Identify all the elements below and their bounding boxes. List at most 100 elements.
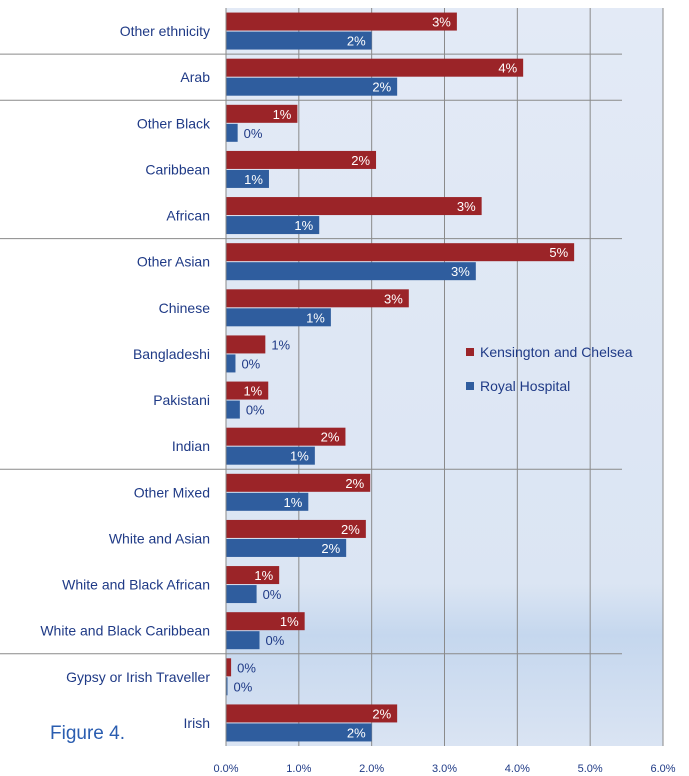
legend: Kensington and Chelsea Royal Hospital [466,344,633,394]
bar-royal [226,585,257,604]
data-label-royal: 2% [372,80,391,95]
data-label-royal: 1% [290,449,309,464]
data-label-kensington: 2% [321,430,340,445]
bar-kensington [226,704,398,723]
category-label: White and Black Caribbean [40,623,210,639]
category-label: Other Mixed [134,484,210,500]
category-label: Caribbean [145,161,210,177]
bar-kensington [226,519,366,538]
data-label-royal: 1% [244,172,263,187]
data-label-kensington: 3% [384,291,403,306]
category-label: African [166,208,210,224]
bar-kensington [226,289,409,308]
data-label-kensington: 3% [432,15,451,30]
data-label-royal: 2% [347,34,366,49]
bar-kensington [226,612,305,631]
bar-royal [226,262,476,281]
data-label-royal: 0% [246,403,265,418]
data-label-royal: 0% [241,356,260,371]
category-labels: Other ethnicity Arab Other Black Caribbean A… [40,23,211,731]
bar-royal [226,216,320,235]
data-label-kensington: 1% [271,337,290,352]
bar-kensington [226,335,266,354]
bar-kensington [226,427,346,446]
legend-swatch-royal [466,382,474,390]
legend-swatch-kensington [466,348,474,356]
data-label-kensington: 2% [341,522,360,537]
bar-kensington [226,381,269,400]
data-label-royal: 1% [284,495,303,510]
data-label-royal: 1% [306,310,325,325]
data-label-kensington: 1% [280,614,299,629]
data-label-kensington: 2% [345,476,364,491]
bar-royal [226,492,309,511]
x-tick-label: 4.0% [505,763,530,775]
data-label-royal: 2% [347,725,366,740]
category-label: Gypsy or Irish Traveller [66,669,210,685]
bar-royal [226,538,347,557]
category-label: Chinese [159,300,211,316]
group-separators [0,53,622,655]
bar-kensington [226,566,280,585]
category-label: Irish [184,715,210,731]
data-label-royal: 1% [294,218,313,233]
data-label-kensington: 5% [549,245,568,260]
bar-royal [226,31,372,50]
data-label-kensington: 2% [372,706,391,721]
data-label-kensington: 0% [237,660,256,675]
bar-royal [226,446,315,465]
bar-royal [226,400,240,419]
x-tick-label: 1.0% [286,763,311,775]
x-tick-label: 3.0% [432,763,457,775]
x-tick-label: 6.0% [650,763,675,775]
data-label-royal: 0% [266,633,285,648]
data-label-kensington: 1% [254,568,273,583]
category-label: Bangladeshi [133,346,210,362]
bar-royal [226,354,236,373]
data-label-royal: 0% [263,587,282,602]
x-axis-ticks: 0.0% 1.0% 2.0% 3.0% 4.0% 5.0% 6.0% [213,763,675,775]
category-label: Other Asian [137,254,210,270]
data-label-kensington: 1% [243,384,262,399]
data-label-royal: 3% [451,264,470,279]
figure-caption: Figure 4. [50,723,125,744]
category-label: White and Asian [109,530,210,546]
category-label: Other Black [137,115,211,131]
x-tick-label: 2.0% [359,763,384,775]
data-label-kensington: 2% [351,153,370,168]
bars [226,12,575,742]
category-label: White and Black African [62,577,210,593]
category-label: Other ethnicity [120,23,210,39]
bar-royal [226,723,372,742]
bar-kensington [226,473,371,492]
data-label-kensington: 4% [498,61,517,76]
data-label-royal: 0% [244,126,263,141]
bar-kensington [226,104,298,123]
bar-royal [226,677,228,696]
bar-kensington [226,243,575,262]
bar-royal [226,631,260,650]
data-label-kensington: 1% [273,107,292,122]
legend-label-kensington: Kensington and Chelsea [480,344,633,360]
category-label: Indian [172,438,210,454]
x-tick-label: 5.0% [578,763,603,775]
legend-label-royal: Royal Hospital [480,378,570,394]
bar-kensington [226,197,482,216]
gridlines [298,8,664,746]
data-labels: 3% 2% 4% 2% 1% 0% 2% 1% 3% 1% 5% 3% 3% 1% 1% 0% 1% 0% 2% 1%… [234,15,569,741]
data-label-kensington: 3% [457,199,476,214]
bar-royal [226,169,269,188]
bar-kensington [226,658,232,677]
category-label: Pakistani [153,392,210,408]
bar-royal [226,308,331,327]
x-tick-label: 0.0% [213,763,238,775]
bar-kensington [226,150,377,169]
bar-royal [226,77,398,96]
data-label-royal: 0% [234,679,253,694]
bar-kensington [226,58,524,77]
data-label-royal: 2% [321,541,340,556]
bar-royal [226,123,238,142]
bar-kensington [226,12,457,31]
category-label: Arab [180,69,210,85]
